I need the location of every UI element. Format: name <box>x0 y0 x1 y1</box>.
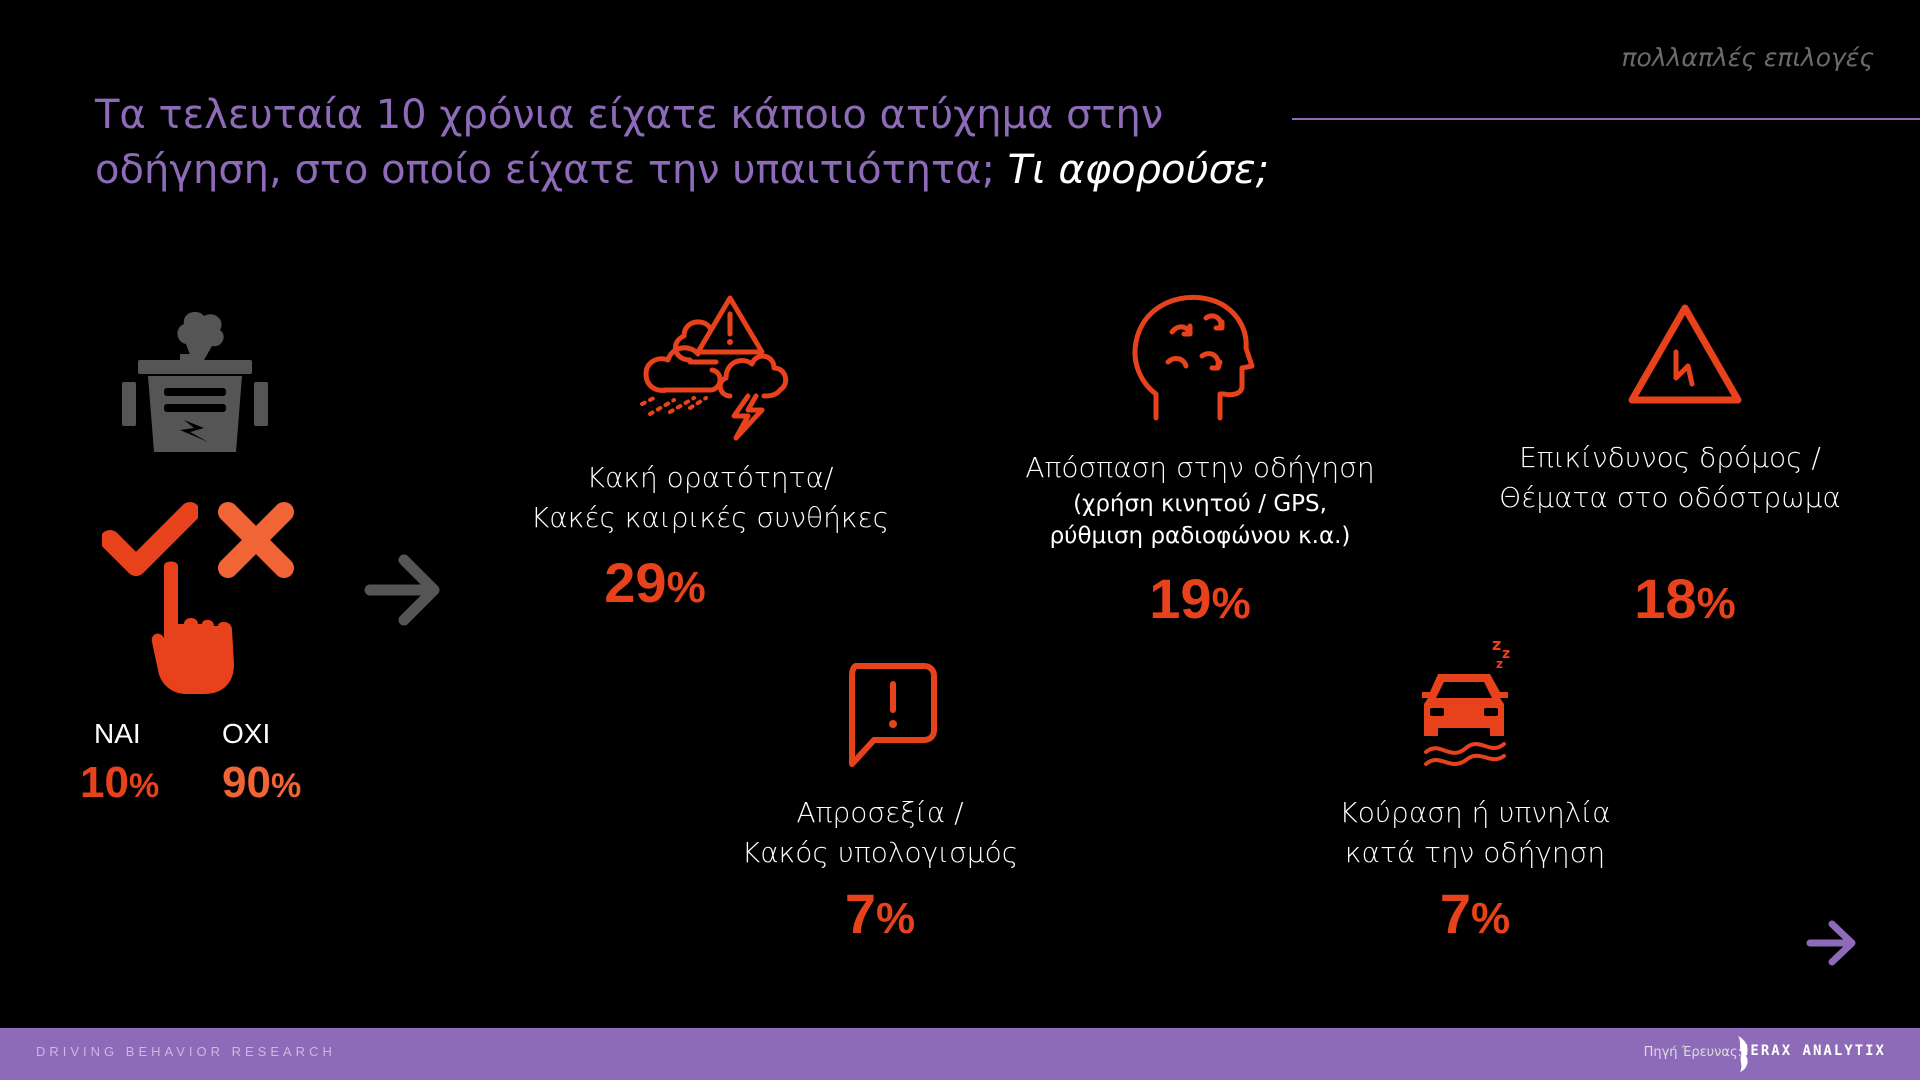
percent-sign: % <box>876 894 916 943</box>
next-slide-arrow-icon[interactable] <box>1806 918 1858 968</box>
yes-number: 10 <box>80 758 129 807</box>
yes-percent-sign: % <box>128 767 160 805</box>
category-value: 7% <box>690 881 1070 946</box>
title-question: Τα τελευταία 10 χρόνια είχατε κάποιο ατύ… <box>95 92 1164 193</box>
checkmark-icon <box>102 502 198 576</box>
category-road: Επικίνδυνος δρόμος / Θέματα στο οδόστρωμ… <box>1470 438 1870 638</box>
yes-value: 10% <box>80 758 159 808</box>
svg-text:z: z <box>1492 636 1501 654</box>
footer-research-title: DRIVING BEHAVIOR RESEARCH <box>36 1044 336 1059</box>
percent-sign: % <box>1696 579 1736 628</box>
category-label: Κακή ορατότητα/ <box>586 461 834 494</box>
yes-label: ΝΑΙ <box>94 718 141 749</box>
arrow-right-icon <box>364 554 440 626</box>
category-weather: Κακή ορατότητα/ Κακές καιρικές συνθήκες … <box>510 458 910 618</box>
hazard-triangle-icon <box>1628 304 1742 404</box>
no-label: ΟΧΙ <box>222 718 271 749</box>
hawk-logo-icon <box>1738 1036 1748 1072</box>
category-label: Επικίνδυνος δρόμος / <box>1519 441 1821 474</box>
category-inattention: Απροσεξία / Κακός υπολογισμός 7% <box>690 793 1070 946</box>
category-label: κατά την οδήγηση <box>1344 836 1606 869</box>
footer-bar: DRIVING BEHAVIOR RESEARCH Πηγή Έρευνας: … <box>0 1028 1920 1080</box>
category-fatigue: Κούραση ή υπνηλία κατά την οδήγηση 7% <box>1290 793 1660 946</box>
category-label: Απόσπαση στην οδήγηση <box>1025 451 1375 484</box>
title-subquestion: Τι αφορούσε; <box>1007 147 1270 193</box>
category-note: (χρήση κινητού / GPS, <box>1073 491 1327 517</box>
footer-logo-text: IERAX ANALYTIX <box>1739 1043 1886 1059</box>
category-label: Θέματα στο οδόστρωμα <box>1499 481 1841 514</box>
footer-source-label: Πηγή Έρευνας: <box>1643 1045 1742 1060</box>
no-percent-sign: % <box>270 767 302 805</box>
storm-warning-icon <box>640 295 789 441</box>
pointing-hand-icon <box>151 561 234 694</box>
category-value: 7% <box>1290 881 1660 946</box>
category-distraction: Απόσπαση στην οδήγηση (χρήση κινητού / G… <box>1010 448 1390 638</box>
distracted-head-icon <box>1132 294 1255 421</box>
category-number: 29 <box>604 551 667 614</box>
sleepy-car-icon: z z z <box>1422 636 1510 766</box>
svg-text:z: z <box>1496 657 1503 671</box>
no-number: 90 <box>222 758 271 807</box>
category-value: 19% <box>1010 566 1390 631</box>
title-divider <box>1292 118 1920 120</box>
alert-speech-icon <box>849 663 937 767</box>
category-number: 7 <box>1439 882 1472 945</box>
category-note: ρύθμιση ραδιοφώνου κ.α.) <box>1049 523 1351 549</box>
page-title: Τα τελευταία 10 χρόνια είχατε κάποιο ατύ… <box>95 88 1295 198</box>
category-label: Κακός υπολογισμός <box>741 836 1019 869</box>
category-number: 18 <box>1634 567 1697 630</box>
category-label: Απροσεξία / <box>796 796 964 829</box>
engine-smoke-icon <box>122 311 268 452</box>
multiple-choice-note: πολλαπλές επιλογές <box>1621 43 1875 72</box>
percent-sign: % <box>1471 894 1511 943</box>
category-number: 19 <box>1149 567 1212 630</box>
svg-text:z: z <box>1502 646 1510 662</box>
cross-icon <box>218 502 294 578</box>
category-label: Κούραση ή υπνηλία <box>1339 796 1611 829</box>
percent-sign: % <box>1211 579 1251 628</box>
category-value: 29% <box>400 550 910 615</box>
percent-sign: % <box>666 563 706 612</box>
category-label: Κακές καιρικές συνθήκες <box>530 501 890 534</box>
no-value: 90% <box>222 758 301 808</box>
category-value: 18% <box>1500 566 1870 631</box>
category-number: 7 <box>844 882 877 945</box>
